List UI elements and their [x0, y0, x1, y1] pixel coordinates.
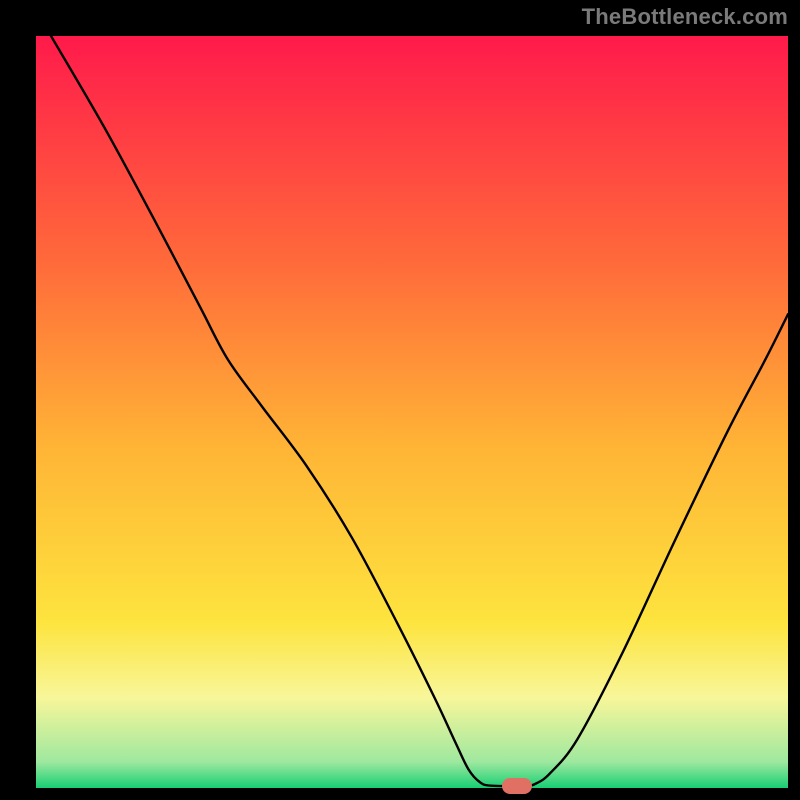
plot-area — [36, 36, 788, 788]
bottleneck-curve-path — [51, 36, 788, 786]
watermark-text: TheBottleneck.com — [582, 4, 788, 30]
curve-svg — [36, 36, 788, 788]
chart-frame: TheBottleneck.com — [0, 0, 800, 800]
min-marker — [502, 778, 532, 794]
